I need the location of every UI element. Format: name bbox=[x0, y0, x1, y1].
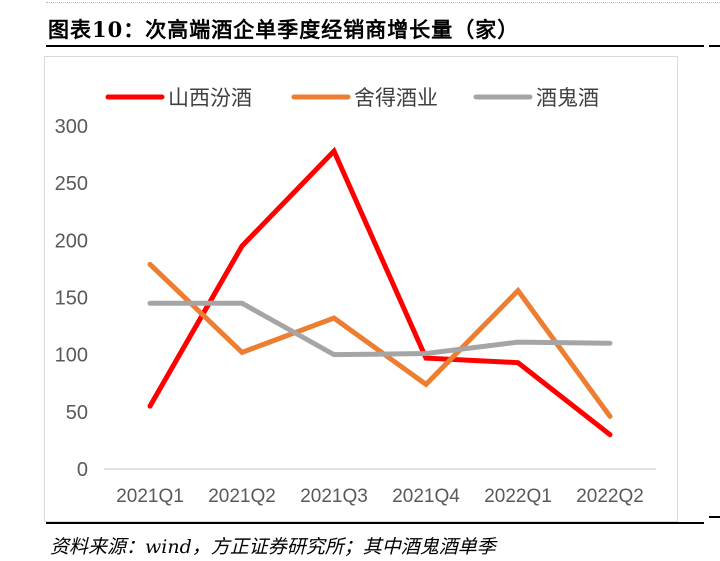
title-rule bbox=[46, 45, 704, 47]
x-tick-label: 2021Q3 bbox=[300, 486, 368, 507]
legend-label-1: 舍得酒业 bbox=[354, 86, 438, 110]
chart-frame bbox=[44, 56, 678, 522]
x-tick-label: 2022Q1 bbox=[484, 486, 552, 507]
x-tick-label: 2022Q2 bbox=[576, 486, 644, 507]
top-dotted-rule bbox=[46, 2, 720, 3]
y-tick-label: 50 bbox=[66, 402, 88, 424]
y-tick-label: 200 bbox=[55, 230, 88, 252]
x-tick-label: 2021Q2 bbox=[208, 486, 276, 507]
y-tick-label: 300 bbox=[55, 116, 88, 138]
legend-layer: 山西汾酒 舍得酒业 酒鬼酒 bbox=[105, 86, 599, 110]
y-tick-label: 250 bbox=[55, 173, 88, 195]
source-rule bbox=[46, 522, 704, 524]
series-line-2 bbox=[147, 300, 613, 358]
legend-label-0: 山西汾酒 bbox=[168, 86, 252, 110]
chart-title: 图表10：次高端酒企单季度经销商增长量（家） bbox=[48, 17, 520, 42]
x-tick-label: 2021Q4 bbox=[392, 486, 460, 507]
series-line-0 bbox=[147, 146, 613, 438]
legend-label-2: 酒鬼酒 bbox=[536, 86, 599, 110]
axis-layer: 0 50 100 150 200 250 300 2021Q1 2021Q2 2021Q3 2021… bbox=[55, 116, 656, 507]
y-tick-label: 100 bbox=[55, 345, 88, 367]
series-line-1 bbox=[147, 261, 613, 419]
series-layer bbox=[147, 146, 613, 438]
y-tick-label: 150 bbox=[55, 288, 88, 310]
x-tick-label: 2021Q1 bbox=[116, 486, 184, 507]
right-edge-rule-bottom bbox=[709, 516, 720, 518]
right-edge-rule-top bbox=[709, 45, 720, 47]
source-note: 资料来源：wind，方正证券研究所；其中酒鬼酒单季 bbox=[50, 536, 496, 558]
y-tick-label: 0 bbox=[77, 459, 88, 481]
